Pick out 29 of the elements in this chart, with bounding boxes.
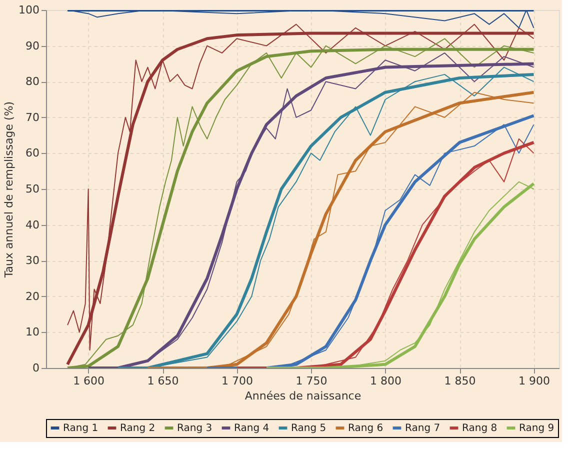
legend-label: Rang 4 bbox=[234, 423, 270, 434]
y-tick-label: 0 bbox=[32, 362, 40, 374]
legend-label: Rang 8 bbox=[462, 423, 498, 434]
x-tick-label: 1 900 bbox=[518, 374, 550, 388]
y-tick-label: 90 bbox=[26, 39, 40, 52]
x-tick-label: 1 800 bbox=[370, 374, 402, 388]
y-tick-label: 60 bbox=[26, 146, 40, 160]
legend-label: Rang 1 bbox=[63, 423, 98, 434]
legend-label: Rang 5 bbox=[291, 423, 326, 434]
x-tick-label: 1 650 bbox=[147, 374, 179, 388]
y-tick-label: 50 bbox=[26, 182, 40, 196]
x-tick-label: 1 700 bbox=[222, 374, 254, 388]
legend-label: Rang 3 bbox=[177, 423, 212, 434]
legend-label: Rang 9 bbox=[519, 423, 554, 434]
y-tick-label: 70 bbox=[26, 110, 40, 124]
legend-label: Rang 6 bbox=[348, 423, 384, 434]
legend-label: Rang 7 bbox=[405, 423, 440, 434]
y-tick-label: 20 bbox=[26, 290, 40, 303]
x-axis-title: Années de naissance bbox=[244, 390, 362, 402]
x-tick-label: 1 850 bbox=[444, 374, 476, 388]
y-tick-label: 100 bbox=[18, 4, 40, 16]
y-tick-label: 30 bbox=[26, 254, 40, 268]
y-tick-label: 80 bbox=[26, 75, 40, 88]
y-tick-label: 40 bbox=[26, 218, 40, 232]
x-tick-label: 1 600 bbox=[73, 374, 105, 388]
x-tick-label: 1 750 bbox=[296, 374, 328, 388]
y-axis-title: Taux annuel de remplissage (%) bbox=[2, 101, 16, 279]
legend-label: Rang 2 bbox=[120, 423, 156, 434]
y-tick-label: 10 bbox=[26, 326, 40, 339]
